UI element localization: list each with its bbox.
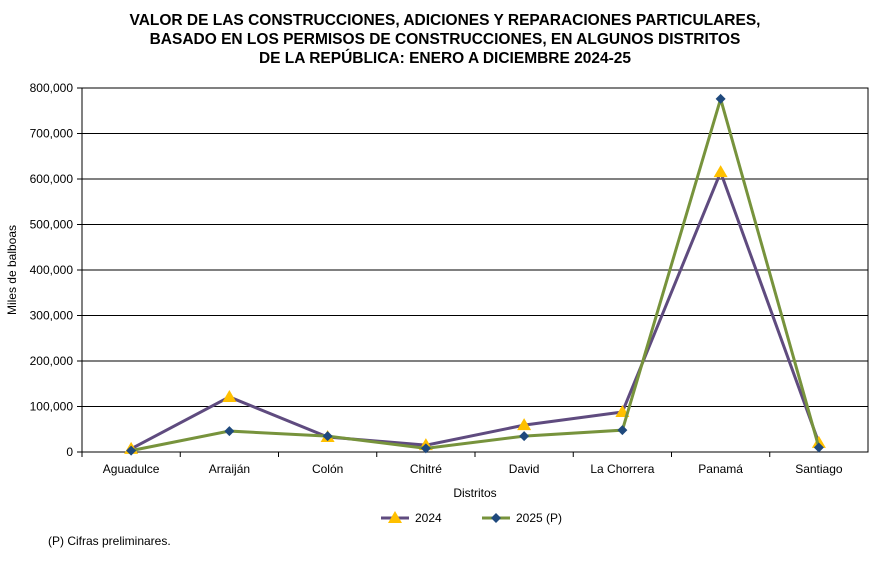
- legend-marker: [491, 513, 501, 523]
- data-point: [811, 435, 826, 448]
- footnote: (P) Cifras preliminares.: [48, 534, 171, 548]
- data-point: [322, 431, 333, 442]
- y-tick-label: 700,000: [30, 127, 74, 141]
- y-tick-label: 400,000: [30, 263, 74, 277]
- y-tick-label: 100,000: [30, 400, 74, 414]
- data-point: [519, 431, 530, 442]
- x-tick-label: David: [509, 462, 540, 476]
- data-point: [517, 418, 532, 431]
- x-tick-label: Colón: [312, 462, 343, 476]
- chart-title: VALOR DE LAS CONSTRUCCIONES, ADICIONES Y…: [129, 12, 761, 67]
- legend-label: 2025 (P): [516, 511, 562, 525]
- data-point: [224, 426, 235, 437]
- series-line-2025P: [130, 93, 821, 453]
- data-point: [813, 442, 824, 453]
- x-tick-label: Aguadulce: [103, 462, 160, 476]
- legend-marker: [388, 511, 402, 523]
- y-tick-label: 300,000: [30, 309, 74, 323]
- y-tick-label: 800,000: [30, 81, 74, 95]
- y-tick-label: 0: [66, 445, 73, 459]
- x-tick-label: Santiago: [795, 462, 843, 476]
- series-line-2024: [130, 168, 821, 451]
- y-tick-label: 500,000: [30, 218, 74, 232]
- data-point: [617, 425, 628, 436]
- data-point: [420, 443, 431, 454]
- x-tick-label: Arraiján: [209, 462, 250, 476]
- y-tick-label: 600,000: [30, 172, 74, 186]
- x-axis-label: Distritos: [453, 486, 496, 500]
- data-point: [126, 445, 137, 456]
- y-axis-label: Miles de balboas: [5, 225, 19, 315]
- data-point: [713, 165, 728, 178]
- data-point: [715, 93, 726, 104]
- y-tick-label: 200,000: [30, 354, 74, 368]
- x-tick-label: Chitré: [410, 462, 442, 476]
- data-point: [222, 389, 237, 402]
- legend-label: 2024: [415, 511, 442, 525]
- x-tick-label: La Chorrera: [590, 462, 654, 476]
- x-tick-label: Panamá: [698, 462, 743, 476]
